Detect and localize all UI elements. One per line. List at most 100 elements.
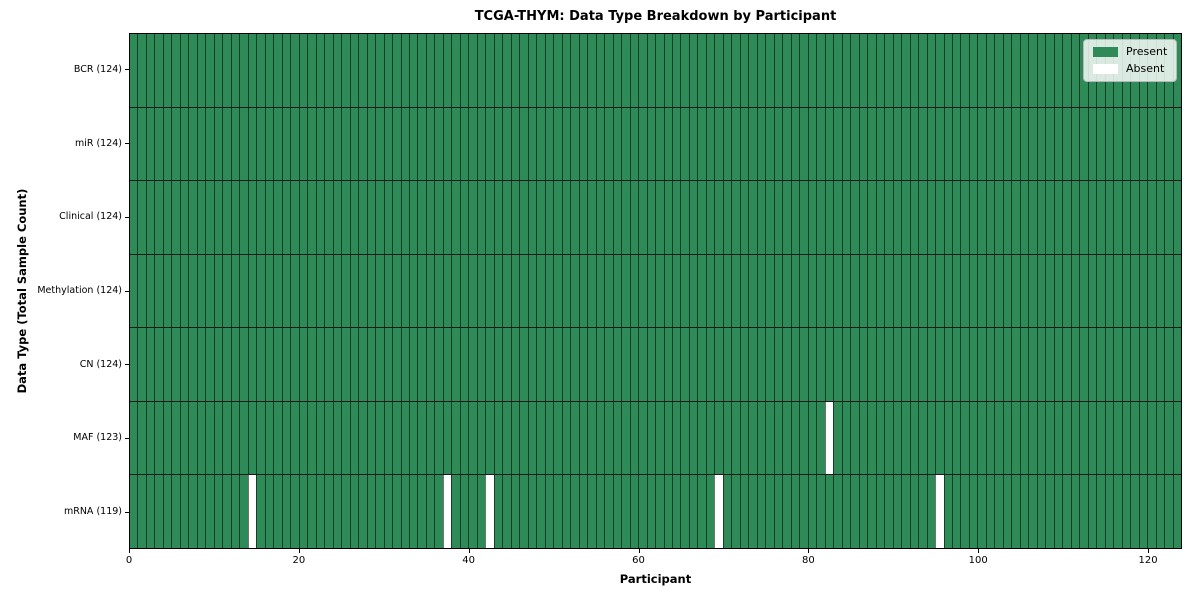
- heatmap-cell-present: [476, 254, 486, 328]
- heatmap-cell-present: [587, 254, 596, 328]
- heatmap-cell-present: [375, 401, 384, 475]
- heatmap-cell-present: [171, 107, 180, 181]
- heatmap-cell-present: [773, 401, 783, 475]
- heatmap-cell-present: [773, 475, 783, 549]
- heatmap-cell-present: [1147, 107, 1156, 181]
- heatmap-cell-present: [1036, 475, 1046, 549]
- heatmap-cell-present: [943, 401, 952, 475]
- heatmap-cell-present: [1155, 254, 1165, 328]
- heatmap-cell-present: [790, 328, 800, 401]
- heatmap-cell-present: [425, 107, 435, 181]
- heatmap-cell-present: [154, 401, 163, 475]
- x-tick-mark: [808, 549, 810, 553]
- heatmap-cell-present: [782, 475, 791, 549]
- heatmap-cell-present: [383, 107, 393, 181]
- heatmap-cell-present: [884, 328, 893, 401]
- x-tick-label: 40: [462, 555, 476, 566]
- heatmap-cell-present: [536, 328, 545, 401]
- heatmap-cell-present: [434, 254, 443, 328]
- heatmap-cell-present: [1062, 181, 1071, 254]
- heatmap-cell-present: [663, 181, 672, 254]
- heatmap-cell-present: [349, 401, 359, 475]
- heatmap-cell-present: [332, 475, 342, 549]
- heatmap-cell-present: [595, 107, 605, 181]
- heatmap-cell-present: [561, 107, 571, 181]
- heatmap-cell-present: [1002, 328, 1012, 401]
- heatmap-cell-present: [519, 181, 528, 254]
- heatmap-cell-present: [561, 401, 571, 475]
- heatmap-row: [130, 254, 1182, 329]
- y-tick-mark: [125, 511, 129, 513]
- heatmap-cell-present: [1028, 475, 1037, 549]
- heatmap-cell-present: [688, 401, 698, 475]
- heatmap-cell-present: [1104, 401, 1114, 475]
- heatmap-cell-present: [875, 181, 885, 254]
- heatmap-cell-present: [875, 254, 885, 328]
- heatmap-cell-present: [621, 401, 630, 475]
- heatmap-cell-present: [943, 475, 952, 549]
- heatmap-cell-present: [951, 34, 961, 107]
- heatmap-cell-present: [748, 401, 757, 475]
- heatmap-cell-present: [960, 254, 969, 328]
- heatmap-cell-present: [799, 181, 808, 254]
- heatmap-cell-present: [392, 107, 401, 181]
- heatmap-cell-present: [756, 254, 766, 328]
- heatmap-cell-present: [655, 475, 664, 549]
- heatmap-cell-present: [570, 34, 579, 107]
- heatmap-cell-present: [561, 254, 571, 328]
- heatmap-cell-present: [256, 254, 265, 328]
- heatmap-cell-present: [171, 328, 180, 401]
- heatmap-cell-present: [307, 254, 316, 328]
- heatmap-cell-present: [790, 254, 800, 328]
- heatmap-cell-present: [1011, 181, 1020, 254]
- heatmap-cell-present: [324, 107, 333, 181]
- heatmap-cell-present: [358, 328, 367, 401]
- heatmap-cell-present: [807, 107, 817, 181]
- heatmap-cell-present: [188, 34, 197, 107]
- heatmap-cell-present: [130, 34, 138, 107]
- heatmap-cell-present: [773, 107, 783, 181]
- heatmap-cell-present: [765, 107, 774, 181]
- heatmap-cell-present: [748, 328, 757, 401]
- heatmap-cell-absent: [442, 475, 452, 549]
- heatmap-cell-present: [782, 107, 791, 181]
- heatmap-cell-present: [434, 181, 443, 254]
- heatmap-cell-present: [1138, 254, 1148, 328]
- heatmap-cell-present: [383, 401, 393, 475]
- heatmap-cell-present: [1019, 181, 1029, 254]
- heatmap-cell-present: [1036, 107, 1046, 181]
- heatmap-cell-present: [366, 401, 376, 475]
- heatmap-cell-present: [417, 254, 426, 328]
- heatmap-cell-present: [901, 181, 910, 254]
- heatmap-cell-present: [273, 475, 282, 549]
- heatmap-cell-present: [1096, 328, 1105, 401]
- heatmap-cell-present: [994, 34, 1003, 107]
- heatmap-cell-present: [926, 107, 936, 181]
- heatmap-cell-present: [612, 475, 622, 549]
- heatmap-cell-present: [909, 401, 919, 475]
- heatmap-cell-present: [256, 181, 265, 254]
- heatmap-cell-present: [951, 254, 961, 328]
- heatmap-cell-present: [162, 181, 172, 254]
- heatmap-cell-present: [1053, 328, 1063, 401]
- heatmap-cell-present: [850, 475, 859, 549]
- heatmap-cell-present: [451, 107, 460, 181]
- heatmap-cell-present: [324, 181, 333, 254]
- heatmap-cell-present: [307, 107, 316, 181]
- heatmap-cell-present: [926, 254, 936, 328]
- heatmap-cell-present: [1096, 107, 1105, 181]
- heatmap-cell-present: [349, 328, 359, 401]
- heatmap-cell-present: [1019, 475, 1029, 549]
- heatmap-cell-present: [663, 401, 672, 475]
- heatmap-cell-present: [731, 181, 740, 254]
- heatmap-cell-present: [807, 401, 817, 475]
- x-tick-mark: [1148, 549, 1150, 553]
- heatmap-cell-present: [688, 107, 698, 181]
- x-tick-mark: [468, 549, 470, 553]
- heatmap-cell-present: [392, 254, 401, 328]
- heatmap-cell-present: [145, 475, 155, 549]
- heatmap-cell-present: [621, 328, 630, 401]
- heatmap-cell-present: [485, 328, 494, 401]
- heatmap-cell-present: [918, 475, 927, 549]
- heatmap-cell-present: [968, 254, 978, 328]
